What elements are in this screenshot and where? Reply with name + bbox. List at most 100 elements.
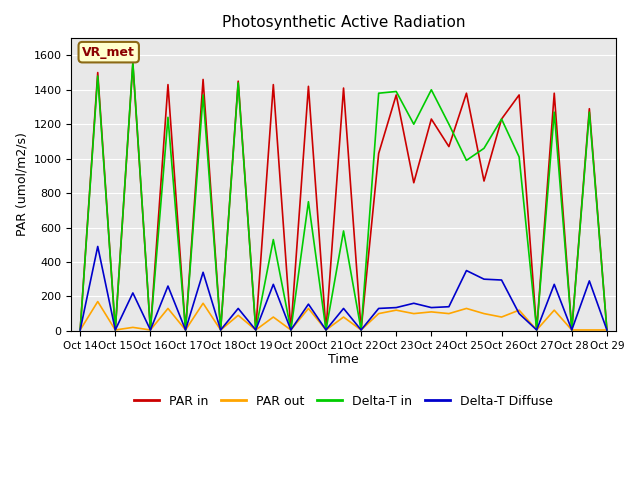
PAR in bbox=[76, 327, 84, 333]
Delta-T Diffuse bbox=[217, 327, 225, 333]
Delta-T in bbox=[445, 121, 452, 127]
PAR out bbox=[533, 327, 541, 333]
Delta-T in bbox=[252, 327, 260, 333]
PAR out bbox=[340, 314, 348, 320]
Delta-T Diffuse bbox=[445, 304, 452, 310]
PAR in bbox=[199, 76, 207, 82]
PAR out bbox=[129, 324, 137, 330]
PAR in bbox=[480, 178, 488, 184]
Delta-T in bbox=[480, 145, 488, 151]
Delta-T Diffuse bbox=[269, 281, 277, 287]
Delta-T Diffuse bbox=[76, 327, 84, 333]
PAR out bbox=[287, 327, 294, 333]
PAR out bbox=[428, 309, 435, 315]
PAR out bbox=[586, 327, 593, 333]
PAR out bbox=[515, 307, 523, 313]
PAR out bbox=[603, 327, 611, 333]
Delta-T Diffuse bbox=[550, 281, 558, 287]
Legend: PAR in, PAR out, Delta-T in, Delta-T Diffuse: PAR in, PAR out, Delta-T in, Delta-T Dif… bbox=[129, 390, 557, 413]
Delta-T Diffuse bbox=[480, 276, 488, 282]
Delta-T in bbox=[498, 116, 506, 122]
PAR out bbox=[164, 306, 172, 312]
PAR out bbox=[147, 327, 154, 333]
Delta-T in bbox=[199, 92, 207, 98]
PAR in bbox=[392, 92, 400, 98]
Delta-T Diffuse bbox=[305, 301, 312, 307]
Delta-T in bbox=[428, 87, 435, 93]
PAR in bbox=[515, 92, 523, 98]
Delta-T in bbox=[603, 327, 611, 333]
PAR in bbox=[603, 327, 611, 333]
PAR out bbox=[550, 307, 558, 313]
Delta-T Diffuse bbox=[322, 327, 330, 333]
PAR in bbox=[568, 327, 575, 333]
PAR in bbox=[147, 327, 154, 333]
Delta-T in bbox=[586, 109, 593, 115]
Delta-T in bbox=[392, 89, 400, 95]
PAR in bbox=[305, 84, 312, 89]
Delta-T in bbox=[410, 121, 418, 127]
Delta-T Diffuse bbox=[568, 327, 575, 333]
Delta-T in bbox=[94, 73, 102, 79]
Delta-T Diffuse bbox=[410, 300, 418, 306]
PAR in bbox=[586, 106, 593, 111]
Text: VR_met: VR_met bbox=[83, 46, 135, 59]
PAR in bbox=[340, 85, 348, 91]
PAR out bbox=[498, 314, 506, 320]
Delta-T in bbox=[463, 157, 470, 163]
Delta-T in bbox=[375, 90, 383, 96]
Delta-T Diffuse bbox=[182, 327, 189, 333]
PAR out bbox=[217, 327, 225, 333]
PAR out bbox=[182, 327, 189, 333]
PAR out bbox=[392, 307, 400, 313]
Delta-T in bbox=[322, 327, 330, 333]
Delta-T in bbox=[269, 237, 277, 242]
PAR out bbox=[269, 314, 277, 320]
Delta-T in bbox=[340, 228, 348, 234]
Delta-T Diffuse bbox=[164, 283, 172, 289]
Delta-T in bbox=[533, 327, 541, 333]
Title: Photosynthetic Active Radiation: Photosynthetic Active Radiation bbox=[222, 15, 465, 30]
PAR out bbox=[252, 327, 260, 333]
PAR out bbox=[463, 306, 470, 312]
PAR in bbox=[322, 327, 330, 333]
PAR in bbox=[550, 90, 558, 96]
PAR out bbox=[445, 311, 452, 316]
PAR in bbox=[357, 327, 365, 333]
Delta-T Diffuse bbox=[147, 327, 154, 333]
PAR out bbox=[410, 311, 418, 316]
Line: Delta-T in: Delta-T in bbox=[80, 62, 607, 330]
Delta-T in bbox=[129, 60, 137, 65]
PAR in bbox=[445, 144, 452, 149]
Delta-T in bbox=[147, 327, 154, 333]
PAR out bbox=[94, 299, 102, 304]
Delta-T in bbox=[234, 80, 242, 86]
Delta-T Diffuse bbox=[463, 268, 470, 274]
Delta-T in bbox=[111, 327, 119, 333]
Delta-T Diffuse bbox=[586, 278, 593, 284]
Delta-T Diffuse bbox=[375, 306, 383, 312]
PAR out bbox=[305, 306, 312, 312]
PAR out bbox=[111, 327, 119, 333]
PAR in bbox=[217, 327, 225, 333]
Delta-T in bbox=[182, 327, 189, 333]
Delta-T in bbox=[217, 327, 225, 333]
Y-axis label: PAR (umol/m2/s): PAR (umol/m2/s) bbox=[15, 132, 28, 237]
PAR in bbox=[269, 82, 277, 87]
PAR in bbox=[428, 116, 435, 122]
PAR in bbox=[94, 70, 102, 75]
PAR out bbox=[76, 327, 84, 333]
Delta-T in bbox=[164, 114, 172, 120]
Delta-T Diffuse bbox=[340, 306, 348, 312]
Delta-T Diffuse bbox=[252, 327, 260, 333]
PAR in bbox=[287, 327, 294, 333]
PAR in bbox=[533, 327, 541, 333]
PAR in bbox=[498, 116, 506, 122]
Delta-T Diffuse bbox=[199, 269, 207, 275]
Line: PAR in: PAR in bbox=[80, 64, 607, 330]
PAR in bbox=[182, 327, 189, 333]
PAR in bbox=[234, 78, 242, 84]
Delta-T in bbox=[357, 327, 365, 333]
Delta-T in bbox=[568, 327, 575, 333]
Delta-T in bbox=[76, 327, 84, 333]
